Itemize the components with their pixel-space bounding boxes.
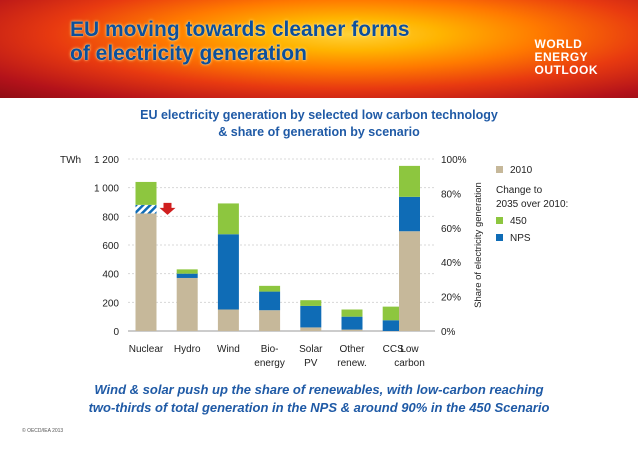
x-tick-label: Solar <box>299 344 323 355</box>
title-banner: EU moving towards cleaner forms of elect… <box>0 0 638 98</box>
low-carbon-bar-450 <box>399 165 420 197</box>
x-tick-label-line2: PV <box>304 358 318 369</box>
y-unit-label: TWh <box>60 155 81 166</box>
x-tick-label-line2: renew. <box>337 358 366 369</box>
y2-tick-label: 80% <box>441 189 461 200</box>
y-tick-label: 800 <box>102 212 119 223</box>
bar-450-change <box>300 300 322 306</box>
y-tick-label: 600 <box>102 241 119 252</box>
x-tick-label: Hydro <box>174 344 201 355</box>
bar-450-change <box>259 285 281 292</box>
low-carbon-label-line2: carbon <box>394 358 425 369</box>
slide-title-line1: EU moving towards cleaner forms <box>70 18 410 41</box>
copyright-footer: © OECD/IEA 2013 <box>22 428 64 434</box>
low-carbon-bar-nps <box>399 196 420 232</box>
logo-line2: ENERGY <box>534 50 589 64</box>
y2-tick-label: 100% <box>441 155 467 166</box>
x-tick-label: Other <box>339 344 365 355</box>
slide-title-line2: of electricity generation <box>70 42 307 65</box>
logo-line1: WORLD <box>534 37 583 51</box>
bar-2010 <box>217 309 239 331</box>
slide-title: EU moving towards cleaner forms of elect… <box>70 18 410 66</box>
y-tick-label: 400 <box>102 270 119 281</box>
y-tick-label: 1 200 <box>94 155 119 166</box>
x-tick-label: Nuclear <box>129 344 164 355</box>
bar-450-change <box>382 306 404 321</box>
bar-2010 <box>341 329 363 331</box>
y2-axis-label: Share of electricity generation <box>473 182 484 308</box>
y-tick-label: 200 <box>102 298 119 309</box>
bar-450-change <box>341 309 363 317</box>
bar-nps-change <box>341 316 363 330</box>
x-tick-label-line2: energy <box>254 358 285 369</box>
bar-450-change <box>176 269 198 274</box>
y-tick-label: 1 000 <box>94 184 119 195</box>
low-carbon-bar-2010 <box>399 231 420 331</box>
chart-title-line1: EU electricity generation by selected lo… <box>140 108 498 122</box>
bar-nps-change <box>176 273 198 278</box>
bar-nps-change <box>382 320 404 331</box>
x-tick-label: Wind <box>217 344 240 355</box>
weo-logo: WORLD ENERGY OUTLOOK <box>535 38 599 77</box>
y2-tick-label: 20% <box>441 293 461 304</box>
x-tick-label: Bio- <box>261 344 279 355</box>
legend-swatch-450 <box>496 217 503 224</box>
bar-nps-change <box>217 234 239 310</box>
legend-swatch-nps <box>496 234 503 241</box>
y-tick-label: 0 <box>113 327 119 338</box>
legend-swatch-2010 <box>496 166 503 173</box>
bar-450-change <box>135 181 157 205</box>
x-tick-label: CCS <box>383 344 404 355</box>
decline-arrow-icon <box>159 202 176 215</box>
legend-label-450: 450 <box>510 216 527 227</box>
y2-tick-label: 60% <box>441 224 461 235</box>
legend-label-nps: NPS <box>510 233 531 244</box>
chart-title-line2: & share of generation by scenario <box>218 125 420 139</box>
legend-label-2010: 2010 <box>510 165 533 176</box>
bar-450-change <box>217 203 239 235</box>
low-carbon-label: Low <box>400 344 419 355</box>
logo-line3: OUTLOOK <box>534 63 598 77</box>
bar-nps-change <box>300 305 322 328</box>
bar-2010 <box>135 213 157 331</box>
caption-line1: Wind & solar push up the share of renewa… <box>94 382 544 397</box>
bar-2010 <box>300 327 322 331</box>
caption-line2: two-thirds of total generation in the NP… <box>88 400 550 415</box>
legend-heading-line1: Change to <box>496 185 543 196</box>
legend-heading-line2: 2035 over 2010: <box>496 199 568 210</box>
bar-nps-change <box>259 291 281 311</box>
bar-2010 <box>259 310 281 331</box>
y2-tick-label: 0% <box>441 327 456 338</box>
bar-2010 <box>176 277 198 331</box>
bar-nps-decline-hatched <box>135 204 157 214</box>
y2-tick-label: 40% <box>441 258 461 269</box>
